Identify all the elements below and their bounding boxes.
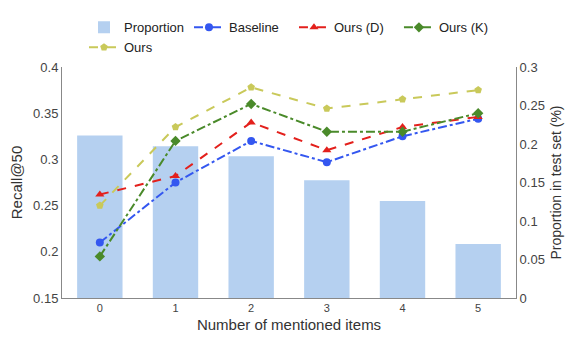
svg-text:0.3: 0.3 [40, 152, 58, 167]
svg-text:Ours (D): Ours (D) [334, 20, 384, 35]
svg-text:Recall@50: Recall@50 [8, 146, 25, 220]
svg-text:Proportion in test set (%): Proportion in test set (%) [548, 105, 564, 259]
svg-text:3: 3 [324, 302, 330, 314]
svg-text:0.1: 0.1 [520, 214, 538, 229]
svg-text:0.15: 0.15 [33, 291, 58, 306]
svg-text:0.25: 0.25 [33, 198, 58, 213]
svg-text:Ours: Ours [124, 40, 153, 55]
svg-text:4: 4 [399, 302, 405, 314]
svg-text:2: 2 [248, 302, 254, 314]
svg-text:0.35: 0.35 [33, 106, 58, 121]
svg-text:Ours (K): Ours (K) [439, 20, 488, 35]
svg-text:Baseline: Baseline [229, 20, 279, 35]
svg-text:0.3: 0.3 [520, 60, 538, 75]
svg-text:0.15: 0.15 [520, 175, 545, 190]
svg-text:0.2: 0.2 [40, 244, 58, 259]
svg-text:0.4: 0.4 [40, 60, 58, 75]
svg-text:0: 0 [97, 302, 103, 314]
svg-text:0.05: 0.05 [520, 252, 545, 267]
svg-text:0.25: 0.25 [520, 98, 545, 113]
svg-text:5: 5 [475, 302, 481, 314]
svg-text:0: 0 [520, 291, 527, 306]
svg-text:Number of mentioned items: Number of mentioned items [197, 316, 381, 333]
svg-text:1: 1 [172, 302, 178, 314]
svg-text:0.2: 0.2 [520, 137, 538, 152]
svg-text:Proportion: Proportion [124, 20, 184, 35]
